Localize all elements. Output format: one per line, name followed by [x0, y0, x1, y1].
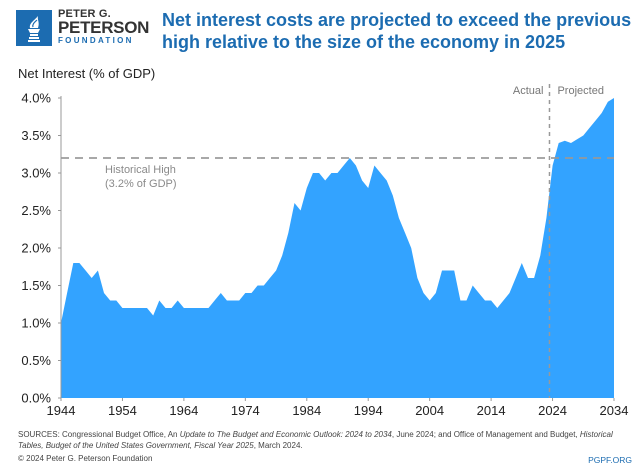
sources-note: SOURCES: Congressional Budget Office, An…	[18, 430, 638, 451]
logo	[16, 10, 52, 46]
y-tick-label: 0.0%	[21, 391, 51, 406]
axis-layer: 0.0% 0.5% 1.0% 1.5% 2.0% 2.5% 3.0% 3.5% 4.0% 1944…	[21, 91, 628, 419]
sources-end: , March 2024.	[253, 440, 303, 450]
historical-high-value-label: (3.2% of GDP)	[105, 178, 177, 190]
x-tick-label: 2024	[538, 403, 567, 418]
x-tick-label: 1964	[169, 403, 198, 418]
sources-italic-3: Historical Tables, Budget of the United …	[18, 430, 613, 450]
copyright: © 2024 Peter G. Peterson Foundation	[18, 454, 153, 463]
sources-mid: , June 2024; and Office of Management an…	[391, 430, 580, 439]
site-link[interactable]: PGPF.ORG	[588, 455, 632, 465]
projected-label: Projected	[557, 85, 603, 97]
y-tick-label: 1.5%	[21, 278, 51, 293]
y-tick-label: 2.0%	[21, 241, 51, 256]
historical-high-label: Historical High	[105, 164, 176, 176]
area-layer	[60, 97, 615, 398]
y-tick-label: 2.5%	[21, 203, 51, 218]
sources-italic-1: Update to	[179, 430, 217, 439]
brand-line3: FOUNDATION	[58, 36, 134, 45]
x-tick-label: 2034	[600, 403, 629, 418]
reference-layer: Historical High (3.2% of GDP) Actual Projec…	[61, 84, 614, 398]
y-tick-label: 0.5%	[21, 353, 51, 368]
x-tick-label: 1954	[108, 403, 137, 418]
x-tick-label: 1994	[354, 403, 383, 418]
area-series-net-interest	[61, 98, 614, 398]
sources-prefix: SOURCES: Congressional Budget Office, An	[18, 430, 180, 439]
chart: 0.0% 0.5% 1.0% 1.5% 2.0% 2.5% 3.0% 3.5% 4.0% 1944…	[21, 84, 628, 419]
chart-headline: Net interest costs are projected to exce…	[162, 10, 632, 52]
brand-wordmark: PETER G. PETERSON FOUNDATION	[58, 9, 149, 46]
brand-line2: PETERSON	[58, 18, 150, 37]
torch-icon	[16, 10, 52, 46]
x-tick-label: 1944	[47, 403, 76, 418]
x-tick-label: 2004	[415, 403, 444, 418]
y-axis-title: Net Interest (% of GDP)	[18, 66, 156, 81]
actual-label: Actual	[513, 85, 544, 97]
sources-italic-2: The Budget and Economic Outlook: 2024 to…	[216, 430, 392, 439]
brand-line1: PETER G.	[58, 8, 111, 20]
x-tick-label: 1984	[292, 403, 321, 418]
x-tick-label: 1974	[231, 403, 260, 418]
y-tick-label: 3.0%	[21, 166, 51, 181]
x-tick-label: 2014	[477, 403, 506, 418]
y-tick-label: 1.0%	[21, 316, 51, 331]
y-tick-label: 3.5%	[21, 128, 51, 143]
y-tick-label: 4.0%	[21, 91, 51, 106]
